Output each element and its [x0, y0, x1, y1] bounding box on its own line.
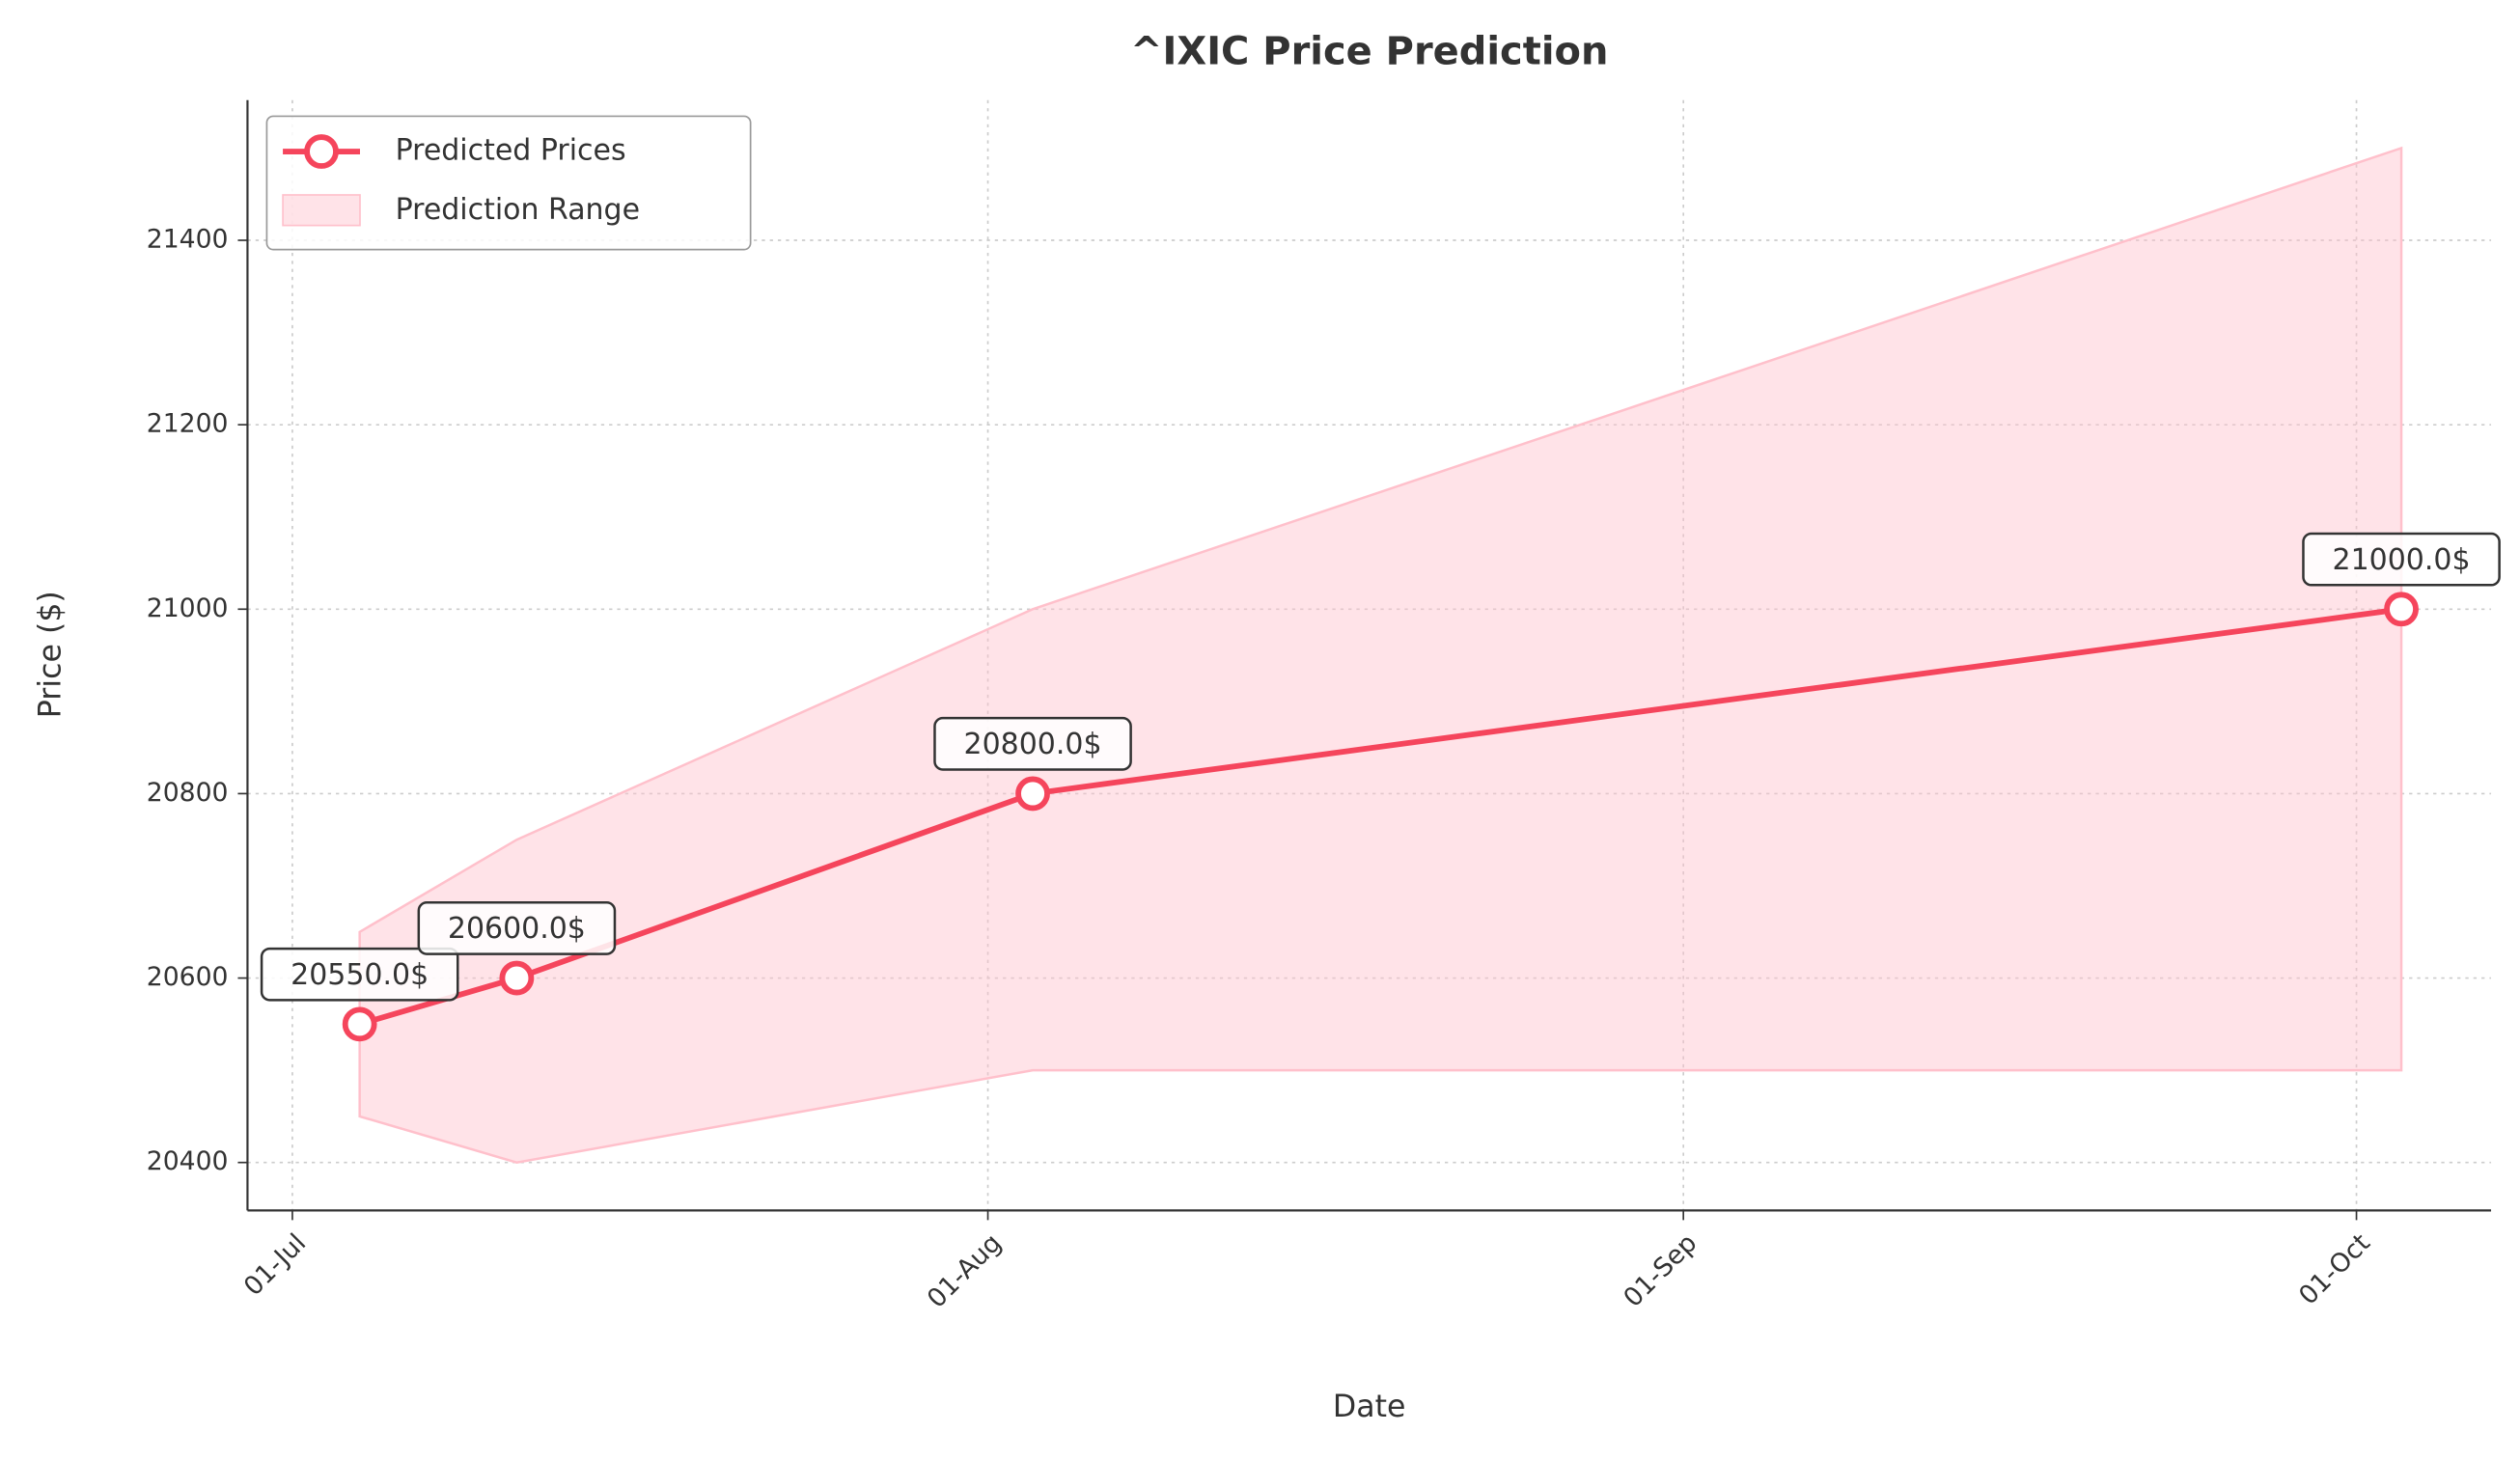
- legend-marker: [304, 134, 339, 169]
- price-marker: [1015, 776, 1050, 812]
- value-label: 20600.0$: [448, 912, 586, 946]
- grid: [247, 99, 2492, 1211]
- x-tick-label: 01-Jul: [238, 1228, 312, 1302]
- x-tick-label: 01-Oct: [2293, 1228, 2376, 1311]
- annotation-box: [417, 901, 617, 955]
- value-annotation: 21000.0$: [2302, 532, 2501, 587]
- y-tick-label: 20800: [147, 778, 229, 808]
- legend-box: [265, 115, 752, 251]
- y-tick-label: 21400: [147, 225, 229, 255]
- x-tick-label: 01-Aug: [922, 1228, 1008, 1314]
- y-tick-label: 20600: [147, 962, 229, 992]
- prediction-range: [358, 146, 2403, 1164]
- price-marker: [499, 960, 535, 996]
- value-annotation: 20550.0$: [260, 947, 459, 1002]
- y-axis-label: Price ($): [33, 591, 68, 718]
- value-label: 21000.0$: [2333, 543, 2471, 577]
- value-label: 20800.0$: [964, 728, 1102, 761]
- annotation-box: [260, 947, 459, 1002]
- legend-swatch: [282, 194, 361, 227]
- annotation-box: [2302, 532, 2501, 587]
- legend-label: Predicted Prices: [396, 134, 626, 168]
- plot-area: 20550.0$ 20600.0$ 20800.0$ 21000.0$: [260, 146, 2501, 1164]
- value-label: 20550.0$: [291, 958, 429, 992]
- y-tick-label: 21200: [147, 409, 229, 439]
- x-tick-label: 01-Sep: [1618, 1228, 1703, 1313]
- price-marker: [342, 1006, 377, 1042]
- price-marker: [2384, 592, 2419, 627]
- chart-title: ^IXIC Price Prediction: [1130, 29, 1608, 73]
- y-tick-label: 20400: [147, 1146, 229, 1176]
- value-annotation: 20800.0$: [933, 716, 1132, 771]
- y-tick-label: 21000: [147, 593, 229, 623]
- value-annotation: 20600.0$: [417, 901, 617, 955]
- annotation-box: [933, 716, 1132, 771]
- legend: Predicted Prices Prediction Range: [265, 115, 752, 251]
- x-axis-label: Date: [1333, 1390, 1406, 1424]
- legend-label: Prediction Range: [396, 193, 640, 227]
